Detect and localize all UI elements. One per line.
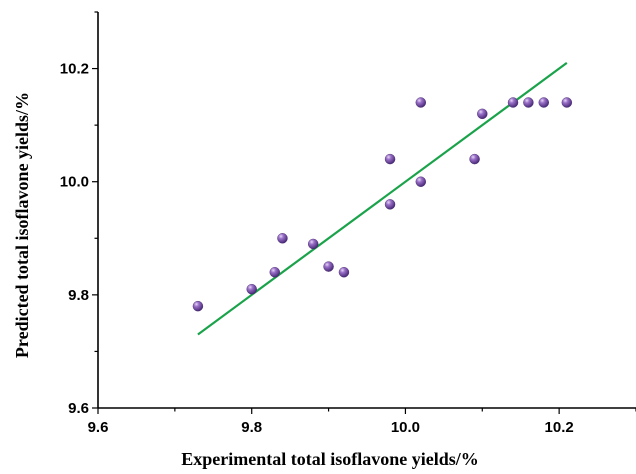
data-point [308, 238, 319, 250]
x-axis-title: Experimental total isoflavone yields/% [181, 449, 478, 469]
data-point [192, 300, 204, 312]
data-point [538, 97, 549, 108]
data-point [384, 199, 396, 210]
data-point [384, 153, 396, 165]
data-point [323, 261, 334, 272]
data-point [338, 267, 350, 278]
data-point [415, 176, 426, 187]
data-points-layer [192, 97, 573, 312]
data-point [477, 108, 488, 120]
data-point [523, 97, 534, 108]
x-tick-label: 9.8 [241, 419, 262, 436]
y-axis-title: Predicted total isoflavone yields/% [12, 92, 32, 358]
fit-line-layer [197, 62, 568, 336]
data-point [269, 267, 280, 278]
y-tick-label: 9.6 [68, 400, 89, 417]
x-tick-label: 10.2 [545, 419, 574, 436]
data-point [507, 97, 519, 108]
tick-labels-layer: 9.6 9.8 10.0 10.2 9.6 9.8 10.0 10.2 [60, 61, 574, 436]
y-tick-label: 9.8 [68, 287, 89, 304]
y-tick-label: 10.0 [60, 174, 89, 191]
x-tick-label: 10.0 [391, 419, 420, 436]
data-point [246, 284, 257, 295]
fit-line [197, 62, 568, 336]
data-point [469, 153, 480, 165]
plot-axes [92, 11, 636, 414]
data-point [277, 233, 288, 244]
data-point [415, 97, 426, 108]
y-tick-label: 10.2 [60, 61, 89, 78]
data-point [561, 97, 573, 108]
x-tick-label: 9.6 [88, 419, 109, 436]
